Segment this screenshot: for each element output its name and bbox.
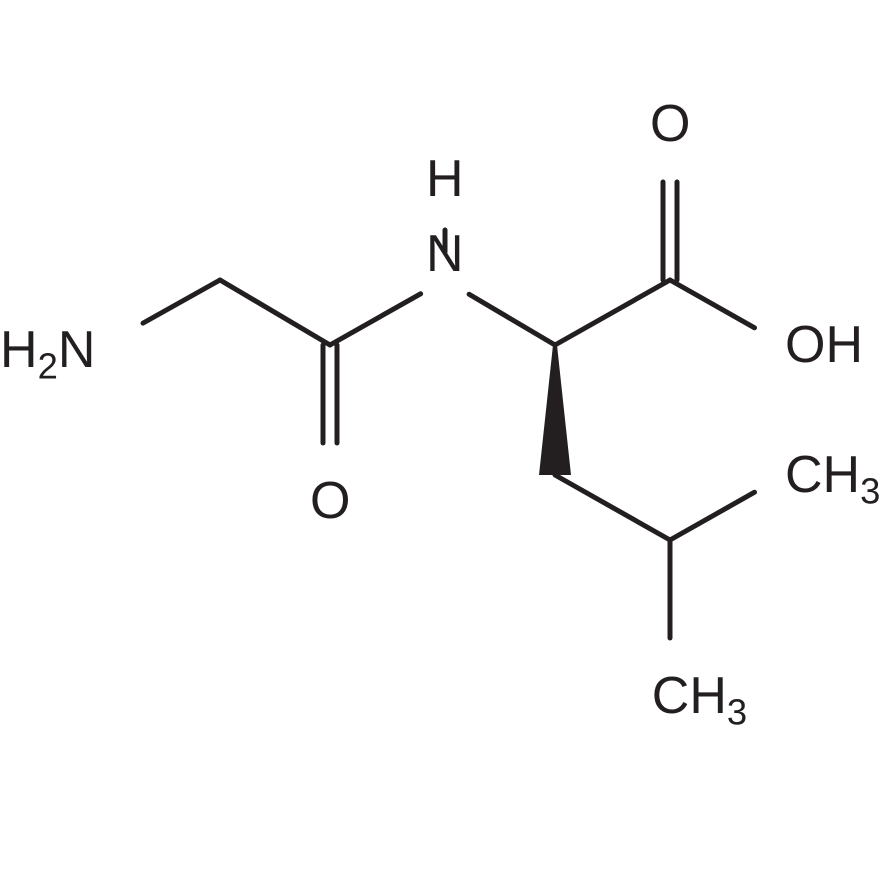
- atom-label-n_amide: N: [426, 228, 464, 280]
- atom-label-o_amide: O: [310, 475, 350, 527]
- atom-label-nh2_amine: H2N: [0, 324, 95, 376]
- molecule-svg: [0, 0, 890, 890]
- atom-label-oh: OH: [785, 319, 863, 371]
- atom-label-ch3_top: CH3: [785, 449, 880, 501]
- atom-label-o_carbonyl: O: [650, 98, 690, 150]
- atom-label-h_on_n: H: [426, 153, 464, 205]
- atom-label-ch3_bottom: CH3: [652, 670, 747, 722]
